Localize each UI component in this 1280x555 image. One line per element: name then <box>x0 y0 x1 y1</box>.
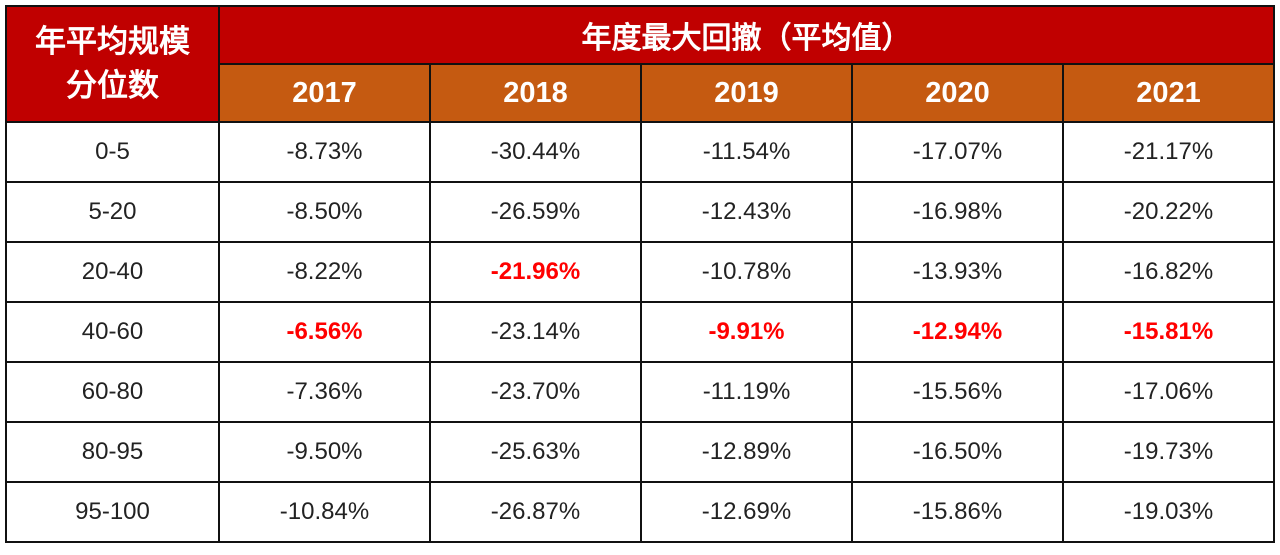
drawdown-cell: -13.93% <box>851 241 1064 303</box>
percentile-header-line1: 年平均规模 <box>35 24 190 59</box>
table-row: 40-60 -6.56% -23.14% -9.91% -12.94% -15.81% <box>5 301 1275 363</box>
drawdown-cell: -19.03% <box>1062 481 1275 543</box>
drawdown-cell: -12.69% <box>640 481 853 543</box>
percentile-header-line2: 分位数 <box>66 68 159 103</box>
percentile-label: 40-60 <box>5 301 220 363</box>
drawdown-cell: -17.06% <box>1062 361 1275 423</box>
table-row: 95-100 -10.84% -26.87% -12.69% -15.86% -19.03… <box>5 481 1275 543</box>
drawdown-cell: -10.84% <box>218 481 431 543</box>
drawdown-cell: -17.07% <box>851 121 1064 183</box>
drawdown-cell: -20.22% <box>1062 181 1275 243</box>
percentile-label: 60-80 <box>5 361 220 423</box>
drawdown-cell: -9.50% <box>218 421 431 483</box>
percentile-header: 年平均规模 分位数 <box>5 5 220 123</box>
drawdown-cell: -8.22% <box>218 241 431 303</box>
drawdown-cell: -12.94% <box>851 301 1064 363</box>
drawdown-cell: -8.73% <box>218 121 431 183</box>
drawdown-cell: -23.14% <box>429 301 642 363</box>
year-header-2019: 2019 <box>640 63 853 123</box>
drawdown-cell: -23.70% <box>429 361 642 423</box>
drawdown-cell: -12.89% <box>640 421 853 483</box>
drawdown-cell: -21.17% <box>1062 121 1275 183</box>
year-header-2021: 2021 <box>1062 63 1275 123</box>
drawdown-cell: -16.98% <box>851 181 1064 243</box>
drawdown-cell: -19.73% <box>1062 421 1275 483</box>
drawdown-cell: -15.86% <box>851 481 1064 543</box>
drawdown-cell: -11.54% <box>640 121 853 183</box>
table-row: 0-5 -8.73% -30.44% -11.54% -17.07% -21.17% <box>5 121 1275 183</box>
drawdown-cell: -8.50% <box>218 181 431 243</box>
drawdown-cell: -15.81% <box>1062 301 1275 363</box>
table-row: 80-95 -9.50% -25.63% -12.89% -16.50% -19.73% <box>5 421 1275 483</box>
table-row: 20-40 -8.22% -21.96% -10.78% -13.93% -16.82% <box>5 241 1275 303</box>
drawdown-cell: -6.56% <box>218 301 431 363</box>
drawdown-cell: -10.78% <box>640 241 853 303</box>
percentile-label: 80-95 <box>5 421 220 483</box>
drawdown-cell: -21.96% <box>429 241 642 303</box>
year-header-2018: 2018 <box>429 63 642 123</box>
drawdown-cell: -26.87% <box>429 481 642 543</box>
table-row: 60-80 -7.36% -23.70% -11.19% -15.56% -17.06% <box>5 361 1275 423</box>
drawdown-cell: -30.44% <box>429 121 642 183</box>
table-row: 5-20 -8.50% -26.59% -12.43% -16.98% -20.22% <box>5 181 1275 243</box>
percentile-label: 95-100 <box>5 481 220 543</box>
drawdown-cell: -26.59% <box>429 181 642 243</box>
year-header-2017: 2017 <box>218 63 431 123</box>
drawdown-cell: -16.82% <box>1062 241 1275 303</box>
drawdown-cell: -12.43% <box>640 181 853 243</box>
drawdown-cell: -11.19% <box>640 361 853 423</box>
drawdown-cell: -25.63% <box>429 421 642 483</box>
drawdown-cell: -7.36% <box>218 361 431 423</box>
percentile-label: 20-40 <box>5 241 220 303</box>
drawdown-table: 年平均规模 分位数 年度最大回撤（平均值） 2017 2018 2019 2020 20… <box>5 5 1275 543</box>
drawdown-cell: -15.56% <box>851 361 1064 423</box>
percentile-label: 5-20 <box>5 181 220 243</box>
drawdown-cell: -16.50% <box>851 421 1064 483</box>
year-header-2020: 2020 <box>851 63 1064 123</box>
drawdown-cell: -9.91% <box>640 301 853 363</box>
annual-max-drawdown-header: 年度最大回撤（平均值） <box>218 5 1275 65</box>
percentile-label: 0-5 <box>5 121 220 183</box>
